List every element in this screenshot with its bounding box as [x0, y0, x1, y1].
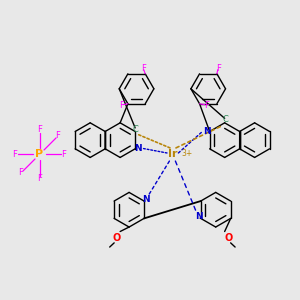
- Text: 3+: 3+: [181, 149, 192, 158]
- Text: O: O: [112, 233, 121, 243]
- Text: F: F: [56, 131, 61, 140]
- Text: N: N: [134, 144, 141, 153]
- Text: F: F: [119, 101, 124, 110]
- Text: N: N: [195, 212, 203, 221]
- Text: F: F: [19, 169, 23, 178]
- Text: F: F: [13, 150, 17, 159]
- Text: F: F: [37, 125, 42, 134]
- Text: F: F: [204, 101, 209, 110]
- Text: P: P: [35, 149, 44, 160]
- Text: Ir: Ir: [168, 149, 177, 160]
- Text: F: F: [141, 64, 146, 73]
- Text: C: C: [132, 124, 138, 134]
- Text: N: N: [203, 127, 211, 136]
- Text: F: F: [61, 150, 66, 159]
- Text: N: N: [142, 195, 149, 204]
- Text: O: O: [224, 233, 232, 243]
- Text: C: C: [222, 115, 228, 124]
- Text: F: F: [37, 175, 42, 184]
- Text: F: F: [216, 64, 221, 73]
